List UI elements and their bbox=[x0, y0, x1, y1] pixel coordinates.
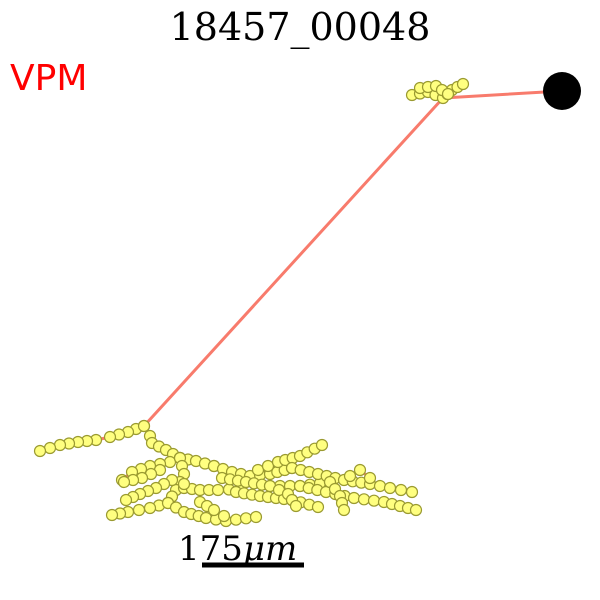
axon-segment bbox=[441, 89, 564, 100]
axon-node bbox=[315, 438, 329, 452]
axon-node bbox=[289, 499, 303, 513]
axon-node bbox=[249, 510, 263, 524]
axon-node bbox=[409, 503, 423, 517]
axon-node bbox=[347, 491, 361, 505]
axon-node bbox=[33, 444, 47, 458]
axon-node bbox=[394, 483, 408, 497]
axon-node bbox=[103, 430, 117, 444]
axon-node bbox=[367, 494, 381, 507]
axon-node bbox=[143, 501, 157, 515]
axon-node bbox=[311, 500, 325, 514]
axon-node bbox=[456, 77, 470, 91]
axon-node bbox=[137, 419, 151, 433]
axon-node bbox=[207, 503, 221, 517]
axon-node bbox=[211, 483, 225, 497]
axon-node bbox=[441, 87, 455, 101]
axon-node bbox=[261, 459, 275, 473]
axon-node bbox=[163, 455, 177, 469]
axon-node bbox=[383, 481, 397, 495]
axon-node bbox=[357, 493, 371, 506]
axon-node bbox=[239, 512, 253, 525]
axon-node bbox=[177, 477, 191, 491]
axon-node bbox=[53, 438, 67, 452]
figure-title: 18457_00048 bbox=[170, 5, 431, 50]
axon-node bbox=[337, 503, 351, 517]
scale-bar-label: 175μm bbox=[178, 529, 297, 569]
axon-node bbox=[119, 493, 133, 507]
axon-node bbox=[363, 471, 377, 485]
axon-node bbox=[132, 503, 146, 517]
axon-nodes bbox=[33, 77, 470, 528]
axon-node bbox=[251, 463, 265, 477]
axon-node bbox=[229, 513, 243, 526]
axon-node bbox=[217, 509, 231, 523]
axon-node bbox=[105, 508, 119, 522]
axon-node bbox=[343, 469, 357, 483]
axon-node bbox=[43, 441, 57, 455]
region-label: VPM bbox=[10, 58, 87, 99]
axon-node bbox=[405, 485, 419, 499]
scale-bar-unit: μm bbox=[243, 529, 297, 569]
soma bbox=[543, 72, 581, 110]
axon-segment bbox=[142, 96, 445, 428]
axon-node bbox=[353, 463, 367, 477]
scale-bar-value: 175 bbox=[178, 529, 243, 569]
axon-node bbox=[373, 479, 387, 493]
axon-node bbox=[117, 475, 131, 489]
